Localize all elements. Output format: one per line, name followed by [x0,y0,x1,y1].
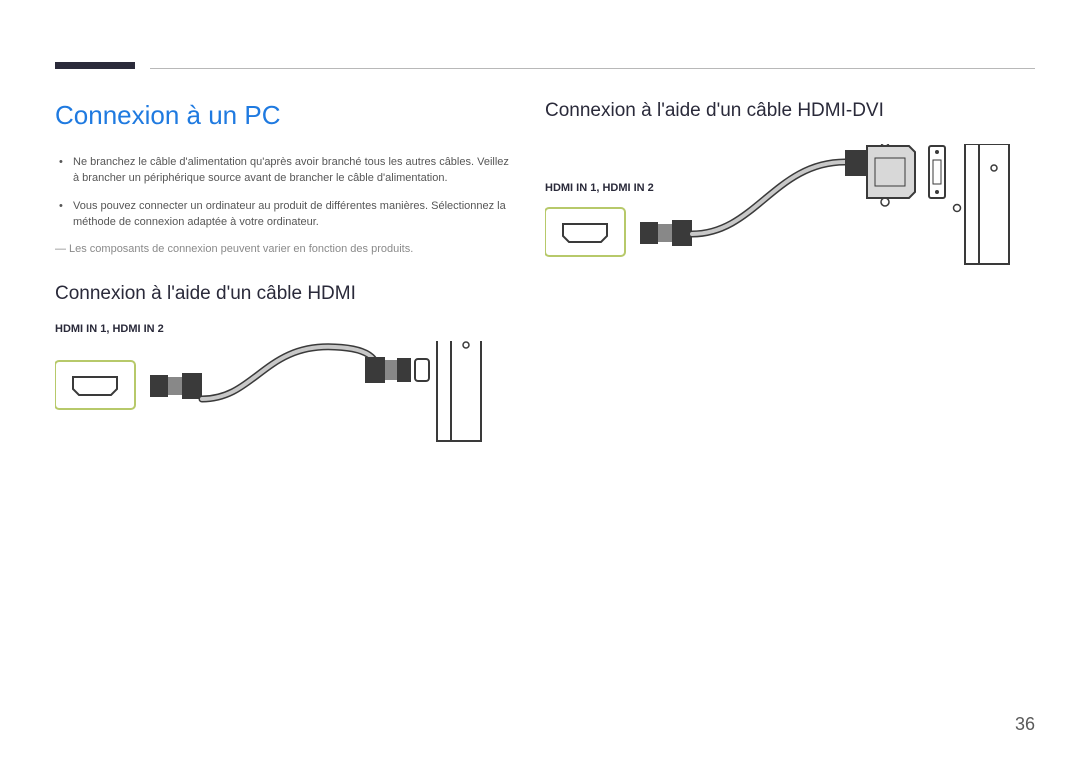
left-column: Connexion à un PC Ne branchez le câble d… [55,100,515,493]
header-accent-bar [55,62,135,69]
footnote: Les composants de connexion peuvent vari… [55,243,515,255]
port-label: HDMI IN 1, HDMI IN 2 [55,323,515,335]
notice-item: Vous pouvez connecter un ordinateur au p… [55,199,515,231]
section-heading-hdmi: Connexion à l'aide d'un câble HDMI [55,283,515,305]
notice-item: Ne branchez le câble d'alimentation qu'a… [55,155,515,187]
hdmi-connection-illustration [55,341,485,501]
header-rule [150,68,1035,69]
right-column: Connexion à l'aide d'un câble HDMI-DVI H… [545,100,1035,310]
hdmi-diagram: HDMI IN 1, HDMI IN 2 [55,323,515,493]
page-number: 36 [1015,714,1035,735]
hdmi-dvi-connection-illustration [545,144,1035,304]
page-title: Connexion à un PC [55,100,515,131]
hdmi-dvi-diagram: HDMI IN 1, HDMI IN 2 [545,140,1035,310]
notice-list: Ne branchez le câble d'alimentation qu'a… [55,155,515,231]
section-heading-hdmi-dvi: Connexion à l'aide d'un câble HDMI-DVI [545,100,1035,122]
